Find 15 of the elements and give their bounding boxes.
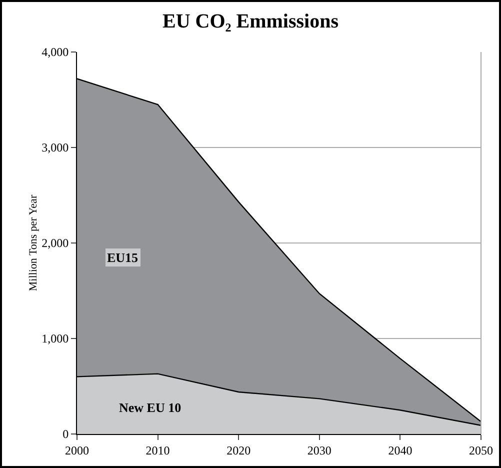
x-tick-label: 2010 [146, 443, 170, 458]
y-tick-label: 2,000 [42, 236, 69, 250]
chart-title: EU CO₂ Emmissions [162, 10, 339, 33]
y-tick-label: 1,000 [42, 332, 69, 346]
y-tick-label: 0 [62, 427, 69, 442]
series-label: New EU 10 [119, 400, 182, 415]
x-tick-label: 2000 [65, 443, 89, 458]
series-label: EU15 [107, 250, 139, 265]
x-tick-label: 2040 [388, 443, 412, 458]
y-axis-title: Million Tons per Year [28, 194, 40, 292]
x-tick-label: 2030 [307, 443, 332, 458]
y-tick-label: 4,000 [42, 45, 69, 60]
x-tick-label: 2020 [226, 443, 251, 458]
y-tick-label: 3,000 [42, 140, 69, 155]
x-tick-label: 2050 [469, 443, 493, 458]
